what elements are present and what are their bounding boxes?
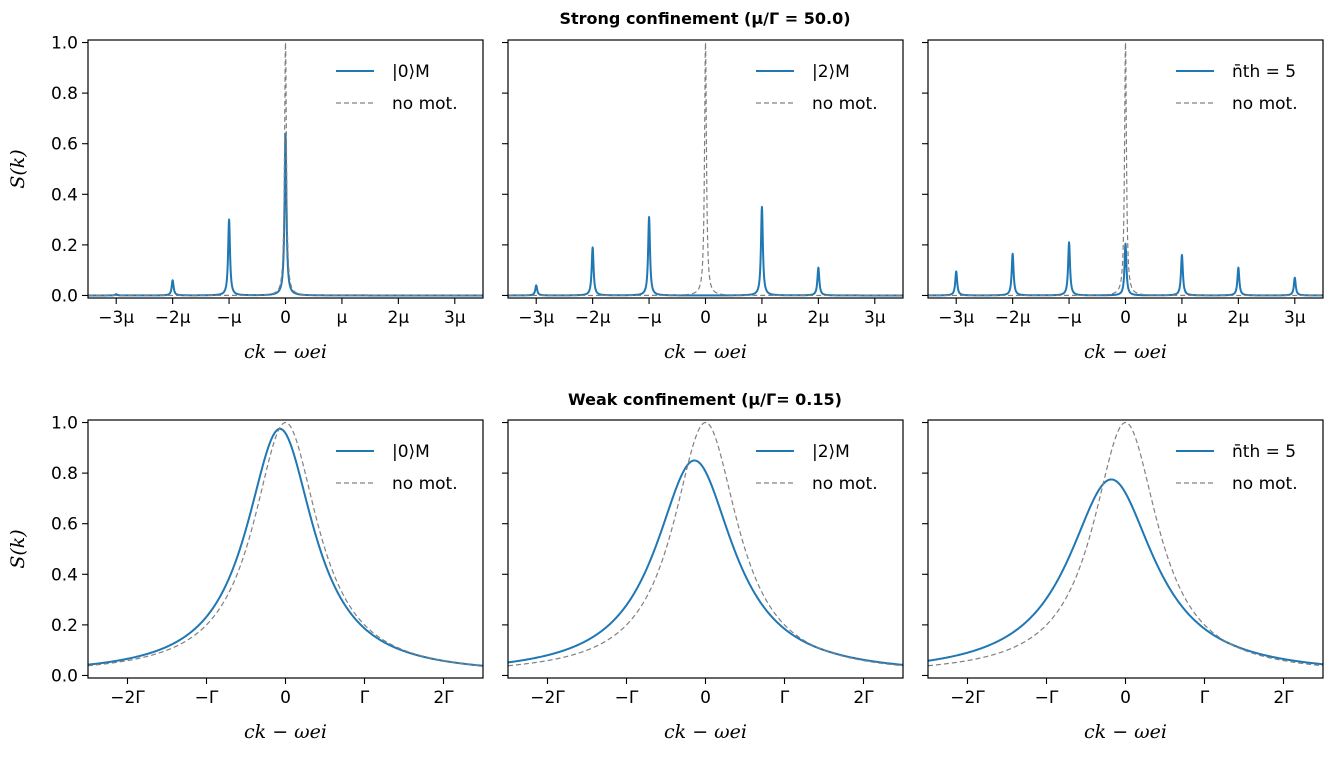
- legend-entry-label: no mot.: [812, 474, 878, 494]
- series-line-main: [508, 205, 903, 297]
- x-tick-label: Γ: [1200, 688, 1210, 708]
- y-tick-label: 0.6: [51, 515, 78, 535]
- x-tick-label: 3μ: [1284, 308, 1306, 328]
- chart-panel-2: −3μ −2μ −μ 0 μ 2μ 3μ ck − ωei |2⟩M no mot.: [502, 39, 904, 363]
- chart-panel-1: −3μ −2μ −μ 0 μ 2μ 3μ 0.0 0.2 0.4 0.6 0.8 1.0 ck − ωei…: [7, 34, 484, 363]
- y-tick-label: 0.4: [51, 185, 78, 205]
- series-line-main: [928, 241, 1323, 297]
- x-tick-label: 0: [280, 688, 291, 708]
- x-tick-label: −2Γ: [110, 688, 145, 708]
- legend-entry-label: |2⟩M: [812, 62, 850, 82]
- y-tick-label: 0.8: [51, 84, 78, 104]
- x-tick-label: −3μ: [518, 308, 554, 328]
- x-tick-label: Γ: [780, 688, 790, 708]
- y-tick-label: 1.0: [51, 34, 78, 54]
- legend: |2⟩M no mot.: [756, 442, 878, 494]
- x-tick-label: μ: [337, 308, 348, 328]
- x-tick-label: −3μ: [938, 308, 974, 328]
- legend-entry-label: n̄th = 5: [1232, 62, 1296, 82]
- y-tick-label: 0.8: [51, 464, 78, 484]
- y-axis-label: S(k): [7, 149, 29, 188]
- x-tick-label: −μ: [217, 308, 242, 328]
- x-tick-label: 2Γ: [853, 688, 874, 708]
- y-tick-label: 0.2: [51, 616, 78, 636]
- legend-entry-label: no mot.: [392, 94, 458, 114]
- x-tick-label: −μ: [1057, 308, 1082, 328]
- legend: n̄th = 5 no mot.: [1176, 442, 1298, 494]
- x-tick-label: −2Γ: [950, 688, 985, 708]
- legend: |0⟩M no mot.: [336, 62, 458, 114]
- x-tick-label: −2Γ: [530, 688, 565, 708]
- x-axis-label: ck − ωei: [664, 721, 747, 743]
- x-tick-label: 0: [700, 308, 711, 328]
- x-tick-label: 2μ: [388, 308, 410, 328]
- legend-entry-label: n̄th = 5: [1232, 442, 1296, 462]
- y-tick-label: 0.4: [51, 565, 78, 585]
- y-axis-label: S(k): [7, 529, 29, 568]
- x-tick-label: 2Γ: [433, 688, 454, 708]
- x-axis-label: ck − ωei: [244, 721, 327, 743]
- x-axis-label: ck − ωei: [1084, 721, 1167, 743]
- x-tick-label: 0: [700, 688, 711, 708]
- legend-entry-label: |2⟩M: [812, 442, 850, 462]
- series-line-main: [88, 427, 483, 667]
- x-axis-label: ck − ωei: [244, 341, 327, 363]
- y-tick-label: 0.6: [51, 135, 78, 155]
- chart-panel-3: −3μ −2μ −μ 0 μ 2μ 3μ ck − ωei n̄th = 5 no mot.: [922, 39, 1324, 363]
- x-tick-label: 2μ: [808, 308, 830, 328]
- legend-entry-label: no mot.: [1232, 94, 1298, 114]
- y-tick-label: 0.0: [51, 286, 78, 306]
- x-tick-label: 0: [1120, 308, 1131, 328]
- x-tick-label: 0: [280, 308, 291, 328]
- x-tick-label: 0: [1120, 688, 1131, 708]
- series-line-no-motion: [928, 421, 1323, 667]
- chart-panel-4: −2Γ −Γ 0 Γ 2Γ 0.0 0.2 0.4 0.6 0.8 1.0 ck − ωei S(k) |…: [7, 414, 484, 743]
- y-tick-label: 0.0: [51, 666, 78, 686]
- x-axis-label: ck − ωei: [1084, 341, 1167, 363]
- series-line-main: [928, 478, 1323, 666]
- series-line-no-motion: [508, 421, 903, 667]
- legend: |2⟩M no mot.: [756, 62, 878, 114]
- y-tick-label: 0.2: [51, 236, 78, 256]
- legend-entry-label: |0⟩M: [392, 62, 430, 82]
- x-tick-label: μ: [757, 308, 768, 328]
- row-title-strong: Strong confinement (μ/Γ = 50.0): [559, 9, 850, 28]
- x-tick-label: −2μ: [155, 308, 191, 328]
- legend-entry-label: |0⟩M: [392, 442, 430, 462]
- chart-panel-5: −2Γ −Γ 0 Γ 2Γ ck − ωei |2⟩M no mot.: [502, 419, 904, 743]
- x-tick-label: Γ: [360, 688, 370, 708]
- series-line-main: [88, 132, 483, 297]
- x-tick-label: −2μ: [995, 308, 1031, 328]
- legend-entry-label: no mot.: [392, 474, 458, 494]
- x-tick-label: −3μ: [98, 308, 134, 328]
- legend: n̄th = 5 no mot.: [1176, 62, 1298, 114]
- x-tick-label: μ: [1177, 308, 1188, 328]
- chart-panel-6: −2Γ −Γ 0 Γ 2Γ ck − ωei n̄th = 5 no mot.: [922, 419, 1324, 743]
- x-tick-label: −Γ: [615, 688, 639, 708]
- x-tick-label: −μ: [637, 308, 662, 328]
- legend-entry-label: no mot.: [1232, 474, 1298, 494]
- x-tick-label: −Γ: [195, 688, 219, 708]
- y-tick-label: 1.0: [51, 414, 78, 434]
- row-title-weak: Weak confinement (μ/Γ= 0.15): [568, 390, 842, 409]
- x-tick-label: 2Γ: [1273, 688, 1294, 708]
- legend: |0⟩M no mot.: [336, 442, 458, 494]
- x-tick-label: 3μ: [444, 308, 466, 328]
- series-line-main: [508, 459, 903, 666]
- series-line-no-motion: [88, 421, 483, 667]
- x-axis-label: ck − ωei: [664, 341, 747, 363]
- x-tick-label: 3μ: [864, 308, 886, 328]
- x-tick-label: 2μ: [1228, 308, 1250, 328]
- x-tick-label: −2μ: [575, 308, 611, 328]
- legend-entry-label: no mot.: [812, 94, 878, 114]
- x-tick-label: −Γ: [1035, 688, 1059, 708]
